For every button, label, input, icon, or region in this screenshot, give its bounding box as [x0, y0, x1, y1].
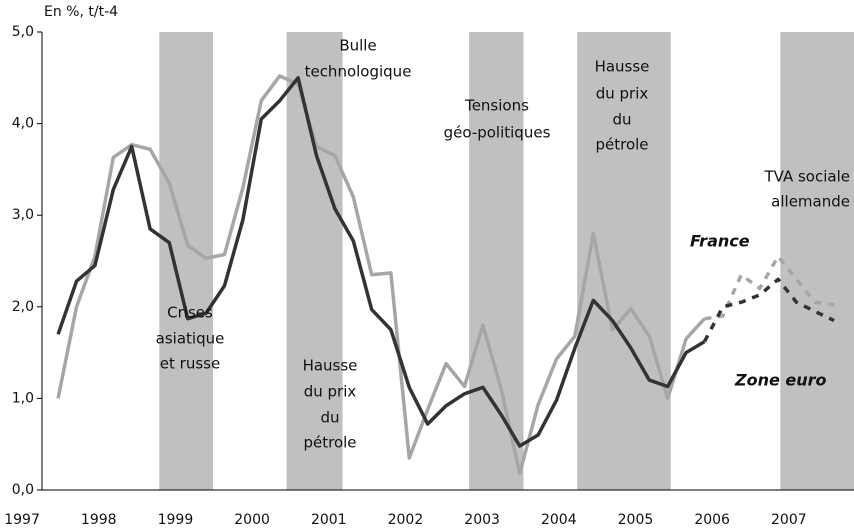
annotation: Tensions: [464, 97, 529, 115]
annotation: Crises: [167, 304, 213, 322]
x-tick-label: 2005: [618, 512, 654, 528]
annotation: et russe: [160, 355, 220, 373]
series-line: [56, 74, 706, 476]
annotations: Crises asiatique et russe Bulle technolo…: [156, 37, 850, 452]
y-tick-label: 2,0: [12, 299, 34, 315]
series-line: [56, 76, 706, 448]
annotation: Hausse: [595, 58, 650, 76]
band: [159, 32, 213, 490]
band: [577, 32, 671, 490]
band: [469, 32, 524, 490]
y-tick-label: 1,0: [12, 390, 34, 406]
x-tick-label: 2002: [388, 512, 424, 528]
y-tick-label: 0,0: [12, 482, 34, 498]
annotation: Bulle: [339, 37, 376, 55]
annotation: pétrole: [595, 136, 648, 154]
band: [780, 32, 854, 490]
annotation: TVA sociale: [764, 168, 851, 186]
annotation: allemande: [771, 193, 850, 211]
x-tick-label: 2006: [694, 512, 730, 528]
y-tick-label: 5,0: [12, 24, 34, 40]
bands: [159, 32, 854, 490]
x-tick-label: 2007: [771, 512, 807, 528]
annotation: du prix: [596, 85, 649, 103]
forecast-line: [702, 277, 835, 343]
annotation: technologique: [305, 63, 412, 81]
annotation: du: [612, 111, 631, 129]
legend-label: Zone euro: [734, 371, 827, 390]
y-tick-label: 4,0: [12, 116, 34, 132]
x-tick-label: 2004: [541, 512, 577, 528]
legend-label: France: [690, 232, 750, 251]
lines: [56, 74, 835, 476]
x-tick-label: 1997: [4, 512, 40, 528]
y-axis-label: En %, t/t-4: [44, 4, 118, 20]
annotation: Hausse: [303, 357, 358, 375]
x-tick-label: 1999: [158, 512, 194, 528]
annotation: géo-politiques: [444, 124, 551, 142]
y-tick-label: 3,0: [12, 207, 34, 223]
annotation: du prix: [304, 383, 357, 401]
annotation: du: [320, 409, 339, 427]
x-tick-label: 2003: [464, 512, 500, 528]
band: [286, 32, 343, 490]
x-tick-label: 2001: [311, 512, 347, 528]
annotation: asiatique: [156, 330, 225, 348]
x-tick-label: 2000: [234, 512, 270, 528]
annotation: pétrole: [303, 434, 356, 452]
x-tick-label: 1998: [81, 512, 117, 528]
